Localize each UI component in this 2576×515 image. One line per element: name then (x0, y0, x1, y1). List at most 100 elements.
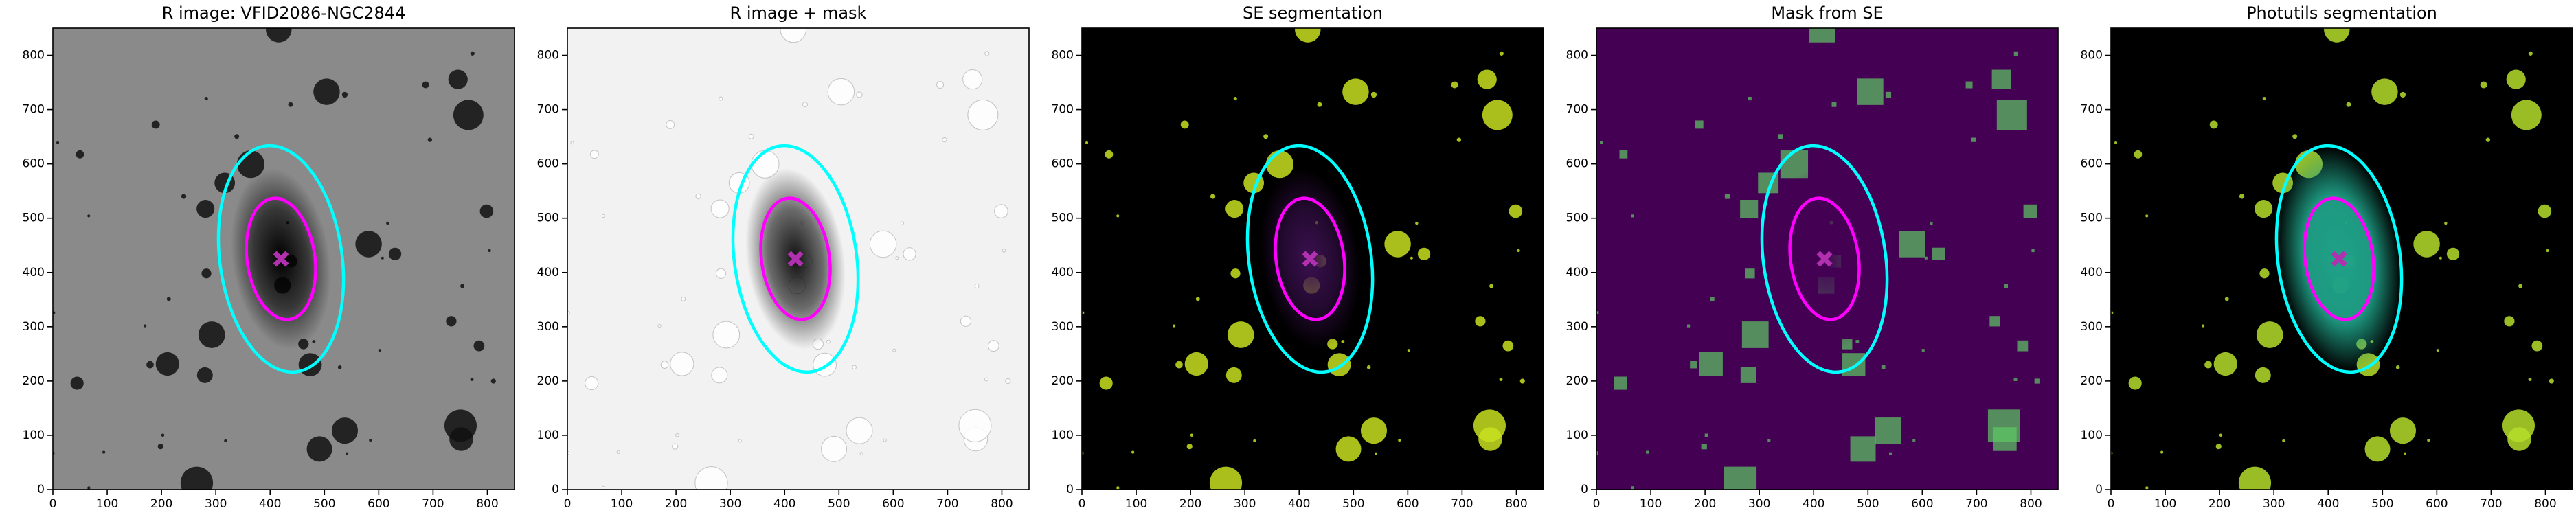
source (1509, 204, 1523, 218)
source (1263, 134, 1269, 139)
x-tick-label: 400 (1288, 497, 1310, 511)
source (1809, 28, 1835, 43)
source (488, 249, 491, 253)
y-tick-label: 800 (2081, 49, 2103, 62)
x-tick-label: 500 (2371, 497, 2393, 511)
source (1930, 221, 1933, 225)
source (1375, 452, 1378, 455)
source (987, 340, 999, 352)
source (1831, 102, 1837, 107)
source (719, 96, 723, 101)
source (2255, 367, 2271, 383)
x-tick-label: 600 (1911, 497, 1933, 511)
source (1210, 194, 1216, 199)
source (2324, 28, 2350, 43)
source (1502, 340, 1514, 352)
source (1180, 120, 1189, 129)
source (453, 100, 484, 130)
x-tick-label: 100 (96, 497, 118, 511)
source (1173, 324, 1176, 328)
y-tick-label: 200 (2081, 374, 2103, 388)
source (1596, 451, 1598, 455)
source (2480, 81, 2487, 89)
source (2549, 378, 2554, 384)
source (1116, 486, 1120, 490)
source (313, 78, 340, 105)
aperture-ellipse (731, 144, 860, 374)
source (960, 315, 972, 327)
source (958, 409, 992, 442)
source (473, 340, 485, 352)
source (381, 256, 384, 260)
source (1253, 439, 1256, 442)
x-tick-label: 200 (2208, 497, 2230, 511)
source (87, 486, 91, 490)
source (802, 102, 808, 108)
source (1701, 444, 1707, 450)
source (962, 69, 983, 90)
source (984, 377, 988, 382)
x-tick-label: 700 (2480, 497, 2502, 511)
source (657, 324, 662, 328)
source (1724, 466, 1757, 490)
y-tick-label: 0 (1066, 483, 1074, 496)
y-tick-label: 700 (1566, 103, 1588, 117)
source (1991, 69, 2011, 89)
source (1335, 436, 1362, 462)
source (694, 466, 728, 490)
source (1600, 141, 1603, 144)
source (298, 353, 322, 376)
axes-frame (2110, 27, 2573, 490)
source (974, 284, 980, 288)
source (2292, 134, 2298, 139)
source (1875, 417, 1902, 444)
source (146, 360, 154, 369)
aperture-ellipse (1760, 144, 1889, 374)
x-tick-label: 300 (2263, 497, 2285, 511)
source (670, 352, 694, 376)
source (570, 141, 574, 145)
y-tick-label: 100 (23, 428, 45, 442)
y-tick-label: 300 (2081, 320, 2103, 334)
source (1842, 353, 1866, 376)
source (900, 221, 905, 225)
source (144, 324, 147, 328)
source (2538, 204, 2552, 218)
source (2528, 378, 2532, 381)
x-tick-label: 300 (1234, 497, 1256, 511)
source (2238, 466, 2272, 490)
source (1748, 96, 1752, 101)
source (1704, 433, 1708, 437)
source (204, 96, 208, 101)
source (1619, 150, 1628, 159)
source (196, 199, 215, 218)
y-tick-label: 700 (537, 103, 559, 117)
source (224, 439, 227, 442)
source (1227, 321, 1254, 348)
y-tick-label: 400 (1052, 266, 1074, 279)
x-tick-label: 700 (936, 497, 958, 511)
y-tick-label: 400 (23, 266, 45, 279)
source (2504, 316, 2515, 327)
y-tick-label: 500 (23, 211, 45, 225)
source (288, 102, 293, 107)
x-tick-label: 100 (611, 497, 633, 511)
source (1225, 367, 1242, 383)
y-tick-label: 100 (2081, 428, 2103, 442)
source (1360, 417, 1388, 444)
source (2160, 450, 2164, 454)
x-tick-label: 600 (368, 497, 389, 511)
source (388, 247, 402, 261)
source (2202, 324, 2205, 328)
y-tick-label: 600 (23, 157, 45, 171)
source (198, 321, 225, 348)
source (1899, 231, 1925, 258)
source (161, 433, 165, 437)
y-tick-label: 600 (537, 157, 559, 171)
source (984, 51, 990, 56)
panel: 0 100 200 300 400 500 600 700 800 0 100 200 300 400 50… (23, 3, 515, 511)
source (53, 311, 56, 314)
source (2145, 214, 2149, 218)
source (446, 316, 457, 327)
source (892, 348, 896, 352)
